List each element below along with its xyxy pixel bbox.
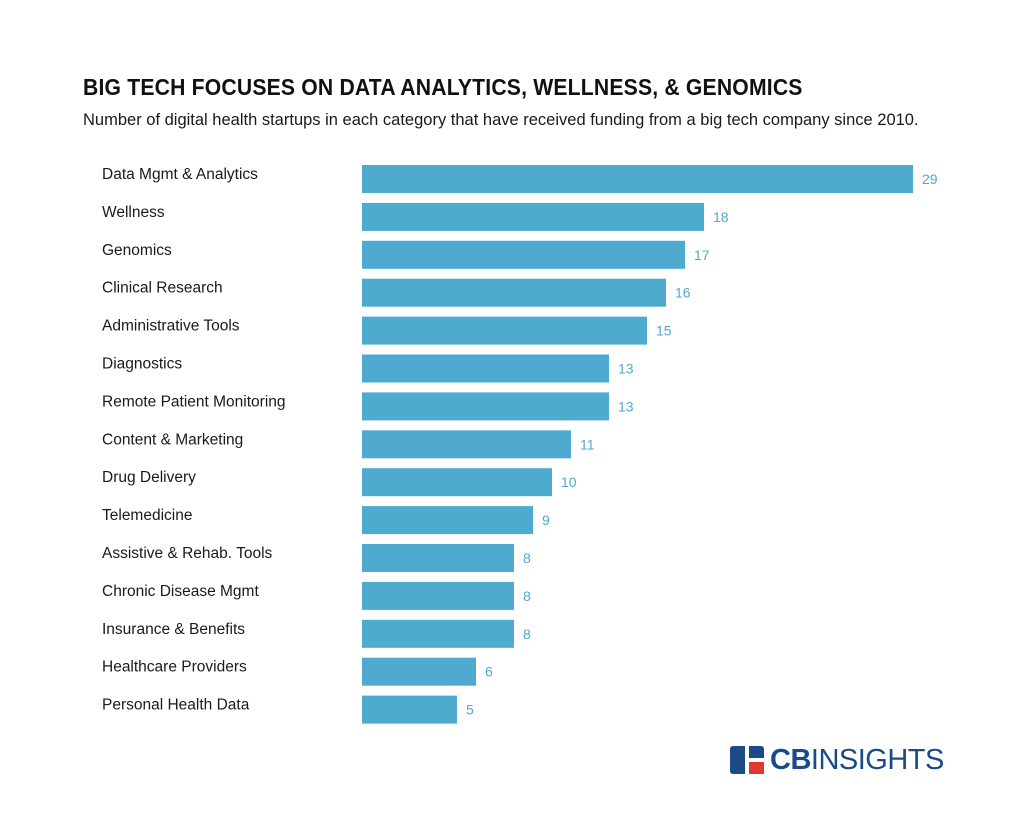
logo-insights: INSIGHTS: [810, 743, 944, 776]
value-label: 10: [561, 474, 577, 490]
category-label: Content & Marketing: [102, 431, 243, 448]
bar: [362, 506, 533, 535]
category-label: Wellness: [102, 204, 165, 221]
bar: [362, 544, 514, 572]
category-label: Personal Health Data: [102, 697, 250, 714]
value-label: 8: [523, 588, 531, 604]
value-label: 29: [922, 171, 938, 187]
category-label: Drug Delivery: [102, 469, 196, 486]
category-label: Insurance & Benefits: [102, 621, 245, 638]
value-label: 18: [713, 209, 729, 225]
logo-cb: CB: [770, 743, 811, 776]
category-label: Genomics: [102, 242, 172, 259]
value-label: 8: [523, 550, 531, 566]
category-label: Chronic Disease Mgmt: [102, 583, 259, 600]
bar: [362, 392, 609, 421]
cbinsights-logo: CBINSIGHTS: [730, 743, 944, 777]
value-label: 6: [485, 664, 493, 680]
chart-subtitle: Number of digital health startups in eac…: [83, 111, 919, 129]
chart-title: BIG TECH FOCUSES ON DATA ANALYTICS, WELL…: [83, 74, 803, 100]
category-label: Healthcare Providers: [102, 659, 247, 676]
value-label: 5: [466, 702, 474, 718]
category-label: Telemedicine: [102, 507, 192, 524]
bar: [362, 316, 647, 345]
bar: [362, 354, 609, 383]
bar: [362, 619, 514, 648]
value-label: 16: [675, 285, 691, 301]
value-label: 9: [542, 512, 550, 528]
bar: [362, 657, 476, 686]
bar: [362, 695, 457, 724]
bar: [362, 468, 552, 497]
value-label: 13: [618, 361, 634, 377]
bar: [362, 581, 514, 610]
bar: [362, 430, 571, 459]
cbinsights-logo-mark-icon: [730, 746, 764, 774]
value-label: 8: [523, 626, 531, 642]
category-label: Remote Patient Monitoring: [102, 393, 286, 410]
category-label: Diagnostics: [102, 356, 182, 373]
value-label: 15: [656, 323, 672, 339]
category-label: Clinical Research: [102, 280, 223, 297]
category-label: Data Mgmt & Analytics: [102, 166, 258, 183]
bar: [362, 165, 913, 193]
value-label: 13: [618, 398, 634, 414]
bar: [362, 240, 685, 269]
value-label: 17: [694, 247, 710, 263]
category-label: Administrative Tools: [102, 318, 240, 335]
bar: [362, 278, 666, 307]
value-label: 11: [580, 436, 595, 452]
bar: [362, 202, 704, 231]
category-label: Assistive & Rehab. Tools: [102, 545, 273, 562]
cbinsights-logo-text: CBINSIGHTS: [770, 744, 944, 777]
